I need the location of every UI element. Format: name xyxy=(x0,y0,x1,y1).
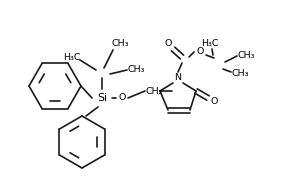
Text: CH₃: CH₃ xyxy=(232,70,249,78)
Text: CH₃: CH₃ xyxy=(112,39,129,48)
Text: N: N xyxy=(175,74,182,82)
Text: CH₂: CH₂ xyxy=(146,86,164,96)
Text: O: O xyxy=(164,39,172,48)
Text: O: O xyxy=(118,94,126,102)
Text: H₃C: H₃C xyxy=(63,54,81,62)
Text: O: O xyxy=(196,48,204,56)
Text: O: O xyxy=(210,98,218,106)
Text: CH₃: CH₃ xyxy=(128,66,145,74)
Text: Si: Si xyxy=(97,93,107,103)
Text: CH₃: CH₃ xyxy=(238,52,256,60)
Text: H₃C: H₃C xyxy=(201,39,219,48)
